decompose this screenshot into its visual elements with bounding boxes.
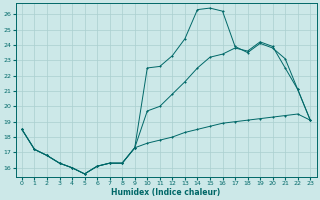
- X-axis label: Humidex (Indice chaleur): Humidex (Indice chaleur): [111, 188, 221, 197]
